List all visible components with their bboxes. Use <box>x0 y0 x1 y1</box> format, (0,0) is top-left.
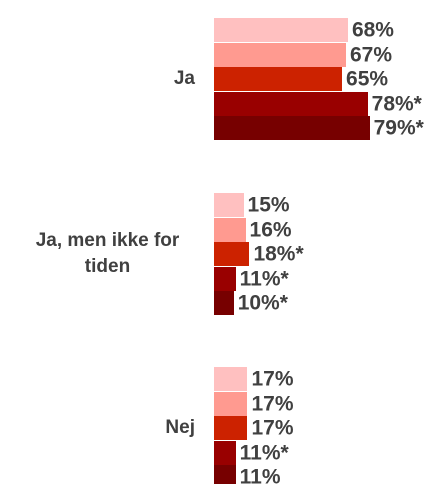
bar <box>214 440 236 465</box>
value-label: 79%* <box>373 116 424 140</box>
value-label: 17% <box>251 416 294 440</box>
bar <box>214 465 236 484</box>
value-label: 67% <box>349 43 393 66</box>
bar <box>214 18 348 42</box>
bar <box>214 91 368 116</box>
bar <box>214 266 236 291</box>
bar <box>214 42 346 67</box>
value-label: 11%* <box>239 441 289 464</box>
bar <box>214 242 250 266</box>
bar <box>214 67 343 91</box>
bar <box>214 193 244 217</box>
value-label: 17% <box>251 367 294 391</box>
bar <box>214 116 370 140</box>
value-label: 18%* <box>253 242 304 266</box>
value-label: 68% <box>351 18 394 42</box>
category-label-box: Nej <box>5 367 195 484</box>
bar <box>214 391 248 416</box>
bar <box>214 291 234 315</box>
value-label: 11% <box>239 465 281 484</box>
value-label: 17% <box>251 392 294 415</box>
value-label: 10%* <box>237 291 288 315</box>
value-label: 15% <box>247 193 290 217</box>
bar <box>214 217 246 242</box>
value-label: 65% <box>346 67 389 91</box>
value-label: 78%* <box>371 92 422 115</box>
category-label-box: Ja, men ikke for tiden <box>5 193 195 315</box>
category-label: Nej <box>165 417 195 438</box>
value-label: 16% <box>249 218 292 241</box>
value-label: 11%* <box>239 267 289 290</box>
category-label-box: Ja <box>5 18 195 140</box>
category-label: Ja, men ikke for tiden <box>35 230 180 277</box>
category-label: Ja <box>173 68 195 89</box>
bar <box>214 416 248 440</box>
bar <box>214 367 248 391</box>
